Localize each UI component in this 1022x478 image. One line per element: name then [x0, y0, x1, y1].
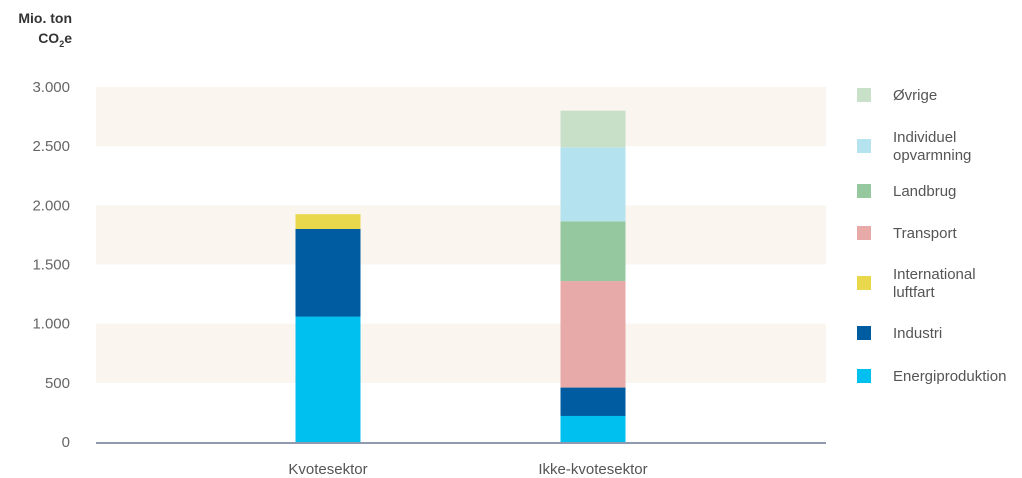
- legend-swatch: [857, 184, 871, 198]
- y-tick-label: 0: [62, 434, 70, 451]
- legend-label: Individuel: [893, 129, 956, 146]
- y-unit-line1: Mio. ton: [18, 10, 72, 26]
- y-tick-label: 500: [45, 375, 70, 392]
- y-tick-label: 2.000: [32, 197, 70, 214]
- grid-band: [96, 87, 826, 147]
- legend-label: Energiproduktion: [893, 368, 1006, 385]
- y-tick-label: 3.000: [32, 79, 70, 96]
- bar-segment: [560, 281, 626, 388]
- grid-band: [96, 205, 826, 265]
- y-tick-label: 1.000: [32, 316, 70, 333]
- legend-swatch: [857, 139, 871, 153]
- legend-label: Landbrug: [893, 183, 956, 200]
- bar-segment: [560, 147, 626, 222]
- legend-label: International: [893, 266, 976, 283]
- legend-label: luftfart: [893, 284, 936, 301]
- bar-segment: [295, 229, 361, 317]
- legend-label: Øvrige: [893, 87, 937, 104]
- x-category-label: Ikke-kvotesektor: [538, 461, 647, 478]
- y-unit-co: CO: [38, 30, 60, 46]
- legend-label: opvarmning: [893, 147, 971, 164]
- legend-label: Industri: [893, 325, 942, 342]
- bar-segment: [295, 214, 361, 229]
- y-unit-e: e: [64, 30, 72, 46]
- grid-band: [96, 323, 826, 383]
- y-axis-unit-label: Mio. ton CO2e: [0, 8, 72, 54]
- legend-swatch: [857, 226, 871, 240]
- legend-swatch: [857, 88, 871, 102]
- bar-segment: [560, 110, 626, 148]
- bar-segment: [560, 221, 626, 282]
- y-tick-label: 1.500: [32, 257, 70, 274]
- legend-swatch: [857, 326, 871, 340]
- bar-segment: [295, 316, 361, 442]
- legend-swatch: [857, 369, 871, 383]
- y-tick-label: 2.500: [32, 138, 70, 155]
- bar-segment: [560, 387, 626, 416]
- x-category-label: Kvotesektor: [288, 461, 367, 478]
- y-unit-line2: CO2e: [0, 28, 72, 54]
- legend-label: Transport: [893, 225, 957, 242]
- y-unit-sub: 2: [59, 38, 65, 49]
- legend-swatch: [857, 276, 871, 290]
- bar-segment: [560, 415, 626, 442]
